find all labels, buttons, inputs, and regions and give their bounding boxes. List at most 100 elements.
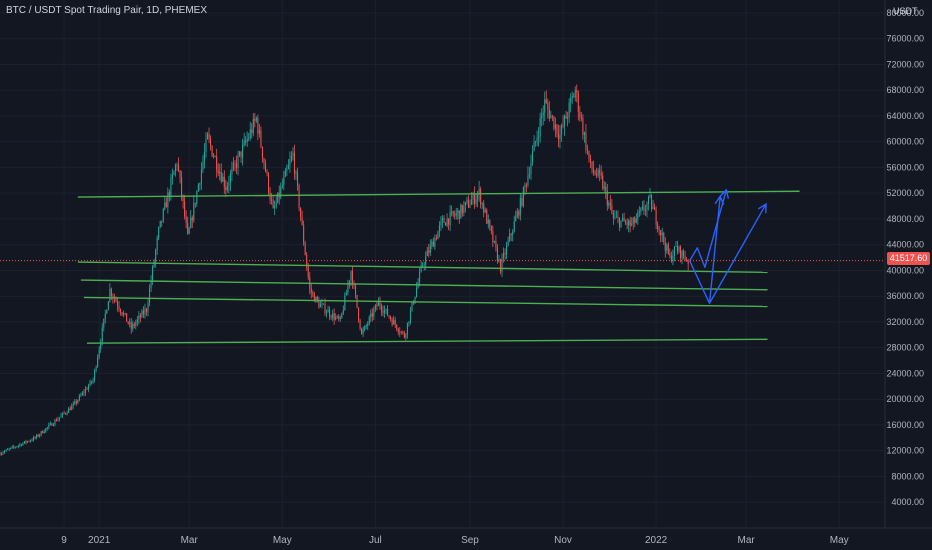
candle-body bbox=[579, 111, 581, 118]
projection-arrow-head bbox=[714, 194, 725, 205]
candle-body bbox=[458, 210, 460, 219]
candle-body bbox=[307, 266, 309, 278]
candle-body bbox=[475, 199, 477, 204]
candle-body bbox=[640, 208, 642, 212]
candle-body bbox=[280, 187, 282, 198]
candle-body bbox=[69, 408, 71, 411]
candle-body bbox=[103, 318, 105, 328]
candle-body bbox=[472, 193, 474, 200]
candle-body bbox=[310, 288, 312, 293]
candle-body bbox=[0, 453, 1, 455]
projection-arrow[interactable] bbox=[708, 203, 767, 304]
candle-body bbox=[174, 165, 177, 172]
candle-body bbox=[158, 227, 160, 238]
candle-body bbox=[344, 295, 346, 311]
trend-line[interactable] bbox=[77, 261, 768, 274]
candle-body bbox=[66, 412, 68, 414]
y-tick-label: 76000.00 bbox=[886, 34, 924, 44]
candle-body bbox=[496, 247, 498, 261]
projection-arrow[interactable] bbox=[689, 189, 727, 268]
candle-body bbox=[239, 151, 241, 156]
candle-body bbox=[673, 246, 675, 257]
candle-body bbox=[84, 389, 86, 393]
candle-body bbox=[225, 187, 227, 191]
y-tick-label: 68000.00 bbox=[886, 85, 924, 95]
candle-body bbox=[419, 271, 421, 282]
candle-body bbox=[78, 395, 80, 401]
price-axis[interactable]: 80000.00 76000.00 72000.00 68000.00 64000.00… bbox=[886, 8, 924, 507]
candle-body bbox=[460, 204, 462, 219]
candle-body bbox=[249, 129, 251, 138]
candle-body bbox=[666, 244, 668, 251]
candle-body bbox=[338, 316, 340, 320]
trend-line[interactable] bbox=[77, 190, 800, 198]
candle-body bbox=[400, 331, 402, 333]
candle-body bbox=[528, 174, 531, 176]
candle-body bbox=[551, 115, 553, 117]
candle-body bbox=[91, 381, 93, 383]
candle-body bbox=[335, 317, 337, 320]
trend-line[interactable] bbox=[86, 338, 768, 344]
candle-body bbox=[434, 238, 436, 248]
candle-body bbox=[638, 211, 640, 213]
candle-body bbox=[463, 205, 465, 214]
candle-body bbox=[387, 308, 389, 316]
candle-body bbox=[470, 199, 473, 205]
trend-line[interactable] bbox=[80, 279, 768, 291]
candle-body bbox=[597, 169, 599, 176]
candle-body bbox=[416, 287, 418, 297]
candle-body bbox=[426, 250, 428, 257]
candle-body bbox=[49, 423, 51, 425]
candle-body bbox=[153, 261, 155, 267]
candle-body bbox=[406, 322, 408, 335]
candle-body bbox=[585, 132, 587, 150]
candle-body bbox=[428, 250, 430, 253]
candle-body bbox=[20, 444, 22, 446]
candle-body bbox=[493, 240, 495, 243]
candle-body bbox=[586, 149, 588, 151]
x-tick-label: 9 bbox=[61, 535, 67, 546]
candle-body bbox=[376, 305, 378, 307]
candle-body bbox=[527, 175, 529, 186]
time-axis[interactable]: 9 2021 Mar May Jul Sep Nov 2022 Mar May bbox=[61, 535, 848, 546]
candle-body bbox=[229, 174, 231, 184]
candle-body bbox=[94, 370, 96, 380]
candle-body bbox=[474, 193, 476, 204]
candle-body bbox=[87, 385, 90, 390]
candle-body bbox=[429, 245, 431, 253]
candle-body bbox=[145, 308, 148, 312]
trend-line[interactable] bbox=[83, 296, 768, 308]
candle-body bbox=[63, 412, 65, 414]
candle-body bbox=[379, 300, 381, 307]
candle-body bbox=[449, 211, 451, 225]
candle-body bbox=[373, 309, 375, 317]
candle-body bbox=[605, 186, 607, 191]
projection-arrows-layer[interactable] bbox=[689, 188, 767, 304]
candle-body bbox=[216, 156, 218, 170]
support-resistance-layer[interactable] bbox=[77, 190, 800, 344]
candle-body bbox=[161, 220, 163, 222]
candle-body bbox=[116, 301, 119, 306]
candle-body bbox=[223, 176, 225, 188]
candle-body bbox=[46, 427, 48, 429]
candle-body bbox=[361, 328, 363, 334]
candle-body bbox=[618, 218, 621, 227]
candle-body bbox=[576, 90, 578, 93]
candle-body bbox=[478, 188, 480, 195]
candle-body bbox=[74, 401, 76, 404]
candle-body bbox=[29, 440, 32, 442]
candle-body bbox=[275, 202, 277, 207]
candle-body bbox=[210, 138, 212, 146]
candle-body bbox=[664, 242, 666, 251]
candle-body bbox=[144, 308, 146, 315]
candle-body bbox=[676, 246, 679, 252]
candle-body bbox=[606, 190, 608, 206]
candle-body bbox=[409, 310, 411, 322]
y-tick-label: 72000.00 bbox=[886, 59, 924, 69]
candle-body bbox=[149, 288, 151, 304]
candle-body bbox=[16, 446, 18, 448]
y-tick-label: 80000.00 bbox=[886, 8, 924, 18]
candle-body bbox=[300, 207, 302, 217]
candle-body bbox=[316, 296, 318, 302]
